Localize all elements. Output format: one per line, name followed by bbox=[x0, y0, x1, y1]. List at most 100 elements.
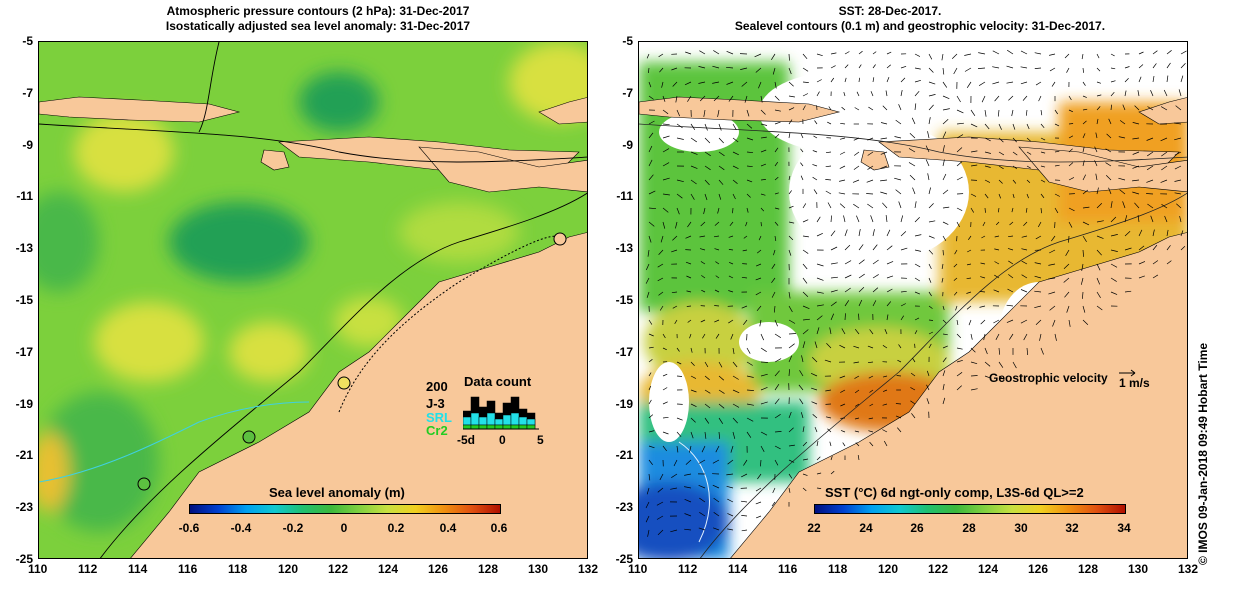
velocity-vector bbox=[675, 95, 678, 103]
velocity-vector bbox=[1026, 193, 1029, 199]
velocity-vector bbox=[1176, 203, 1182, 209]
histogram-tick-0: 0 bbox=[499, 433, 506, 447]
velocity-vector bbox=[699, 248, 706, 251]
velocity-vector bbox=[895, 403, 902, 405]
velocity-vector bbox=[830, 230, 836, 237]
velocity-vector bbox=[800, 412, 804, 419]
velocity-vector bbox=[853, 361, 860, 364]
velocity-vector bbox=[880, 179, 888, 182]
velocity-vector bbox=[740, 500, 748, 503]
velocity-vector bbox=[704, 389, 711, 394]
velocity-vector bbox=[900, 215, 904, 223]
velocity-vector bbox=[690, 151, 698, 155]
velocity-vector bbox=[1180, 230, 1184, 237]
velocity-vector bbox=[816, 456, 821, 461]
velocity-vector bbox=[690, 179, 697, 185]
velocity-vector bbox=[869, 403, 874, 407]
sst-map[interactable]: Geostrophic velocity 1 m/s SST (°C) 6d n… bbox=[638, 41, 1188, 559]
x-tick-label: 120 bbox=[878, 562, 899, 576]
right-title-line2: Sealevel contours (0.1 m) and geostrophi… bbox=[734, 19, 1106, 33]
velocity-vector bbox=[970, 123, 978, 128]
velocity-vector bbox=[828, 106, 832, 111]
velocity-vector bbox=[648, 190, 656, 195]
velocity-vector bbox=[984, 361, 991, 367]
velocity-vector bbox=[844, 229, 848, 237]
velocity-vector bbox=[886, 261, 894, 265]
velocity-vector bbox=[732, 403, 740, 408]
velocity-vector bbox=[1147, 151, 1154, 157]
coastal-dotted-contour bbox=[338, 235, 560, 413]
velocity-vector bbox=[1054, 207, 1059, 214]
velocity-vector bbox=[812, 414, 818, 419]
velocity-vector bbox=[980, 276, 986, 279]
velocity-vector bbox=[672, 235, 678, 241]
velocity-vector bbox=[755, 263, 762, 267]
velocity-vector bbox=[1096, 277, 1101, 285]
velocity-vector bbox=[690, 417, 696, 423]
velocity-vector bbox=[648, 132, 654, 139]
velocity-vector bbox=[811, 401, 818, 405]
velocity-vector bbox=[829, 441, 832, 447]
velocity-vector bbox=[713, 512, 720, 517]
velocity-vector bbox=[1096, 202, 1103, 209]
velocity-vector bbox=[844, 64, 849, 69]
velocity-vector bbox=[997, 207, 1000, 213]
velocity-vector bbox=[868, 375, 874, 379]
velocity-vector bbox=[746, 361, 753, 366]
velocity-vector bbox=[816, 291, 824, 294]
sea-level-anomaly-map[interactable]: 200 Data count J-3 SRL Cr2 bbox=[38, 41, 588, 559]
y-tick-label: -15 bbox=[615, 293, 633, 307]
velocity-vector bbox=[909, 133, 916, 139]
velocity-vector bbox=[867, 137, 874, 141]
velocity-vector bbox=[942, 235, 947, 241]
velocity-vector bbox=[1054, 109, 1058, 115]
velocity-vector bbox=[942, 333, 948, 336]
velocity-vector bbox=[646, 487, 650, 495]
velocity-vector bbox=[760, 431, 768, 436]
velocity-vector bbox=[964, 67, 972, 72]
velocity-vector bbox=[732, 193, 736, 200]
y-tick-label: -7 bbox=[622, 85, 633, 100]
velocity-vector bbox=[814, 120, 818, 125]
velocity-vector bbox=[914, 234, 922, 237]
velocity-vector bbox=[774, 221, 779, 226]
velocity-vector bbox=[912, 358, 916, 363]
velocity-vector bbox=[1034, 67, 1042, 69]
velocity-vector bbox=[788, 427, 794, 433]
velocity-vector bbox=[928, 305, 933, 309]
velocity-vector bbox=[1132, 165, 1140, 169]
velocity-vector bbox=[773, 249, 776, 256]
velocity-vector bbox=[853, 165, 860, 170]
velocity-vector bbox=[1161, 151, 1168, 157]
velocity-vector bbox=[966, 305, 972, 310]
histogram-tick-minus5d: -5d bbox=[457, 433, 475, 447]
velocity-vector bbox=[898, 344, 902, 349]
velocity-vector bbox=[732, 165, 739, 170]
velocity-vector bbox=[774, 333, 781, 338]
velocity-vector bbox=[911, 117, 916, 125]
y-tick-label: -11 bbox=[616, 189, 633, 204]
y-tick-label: -23 bbox=[15, 500, 33, 515]
velocity-vector bbox=[788, 459, 795, 463]
sla-colorbar-tick: 0.6 bbox=[490, 521, 508, 535]
velocity-vector bbox=[760, 459, 762, 467]
velocity-vector bbox=[830, 246, 838, 251]
velocity-vector bbox=[880, 165, 888, 169]
velocity-vector bbox=[816, 472, 822, 475]
velocity-vector bbox=[1161, 165, 1168, 171]
velocity-vector bbox=[984, 123, 990, 130]
velocity-vector bbox=[802, 67, 809, 72]
velocity-vector bbox=[857, 455, 860, 461]
sla-colorbar-tick: -0.4 bbox=[230, 521, 252, 535]
velocity-vector bbox=[1108, 118, 1112, 125]
velocity-vector bbox=[926, 370, 930, 377]
velocity-vector bbox=[984, 193, 989, 199]
y-tick-label: -13 bbox=[15, 241, 33, 256]
velocity-vector bbox=[1132, 151, 1140, 155]
velocity-vector bbox=[830, 455, 833, 461]
velocity-vector bbox=[872, 64, 876, 69]
velocity-vector bbox=[925, 159, 930, 167]
velocity-vector bbox=[802, 235, 809, 238]
velocity-vector bbox=[1175, 105, 1182, 111]
velocity-vector bbox=[727, 528, 734, 531]
